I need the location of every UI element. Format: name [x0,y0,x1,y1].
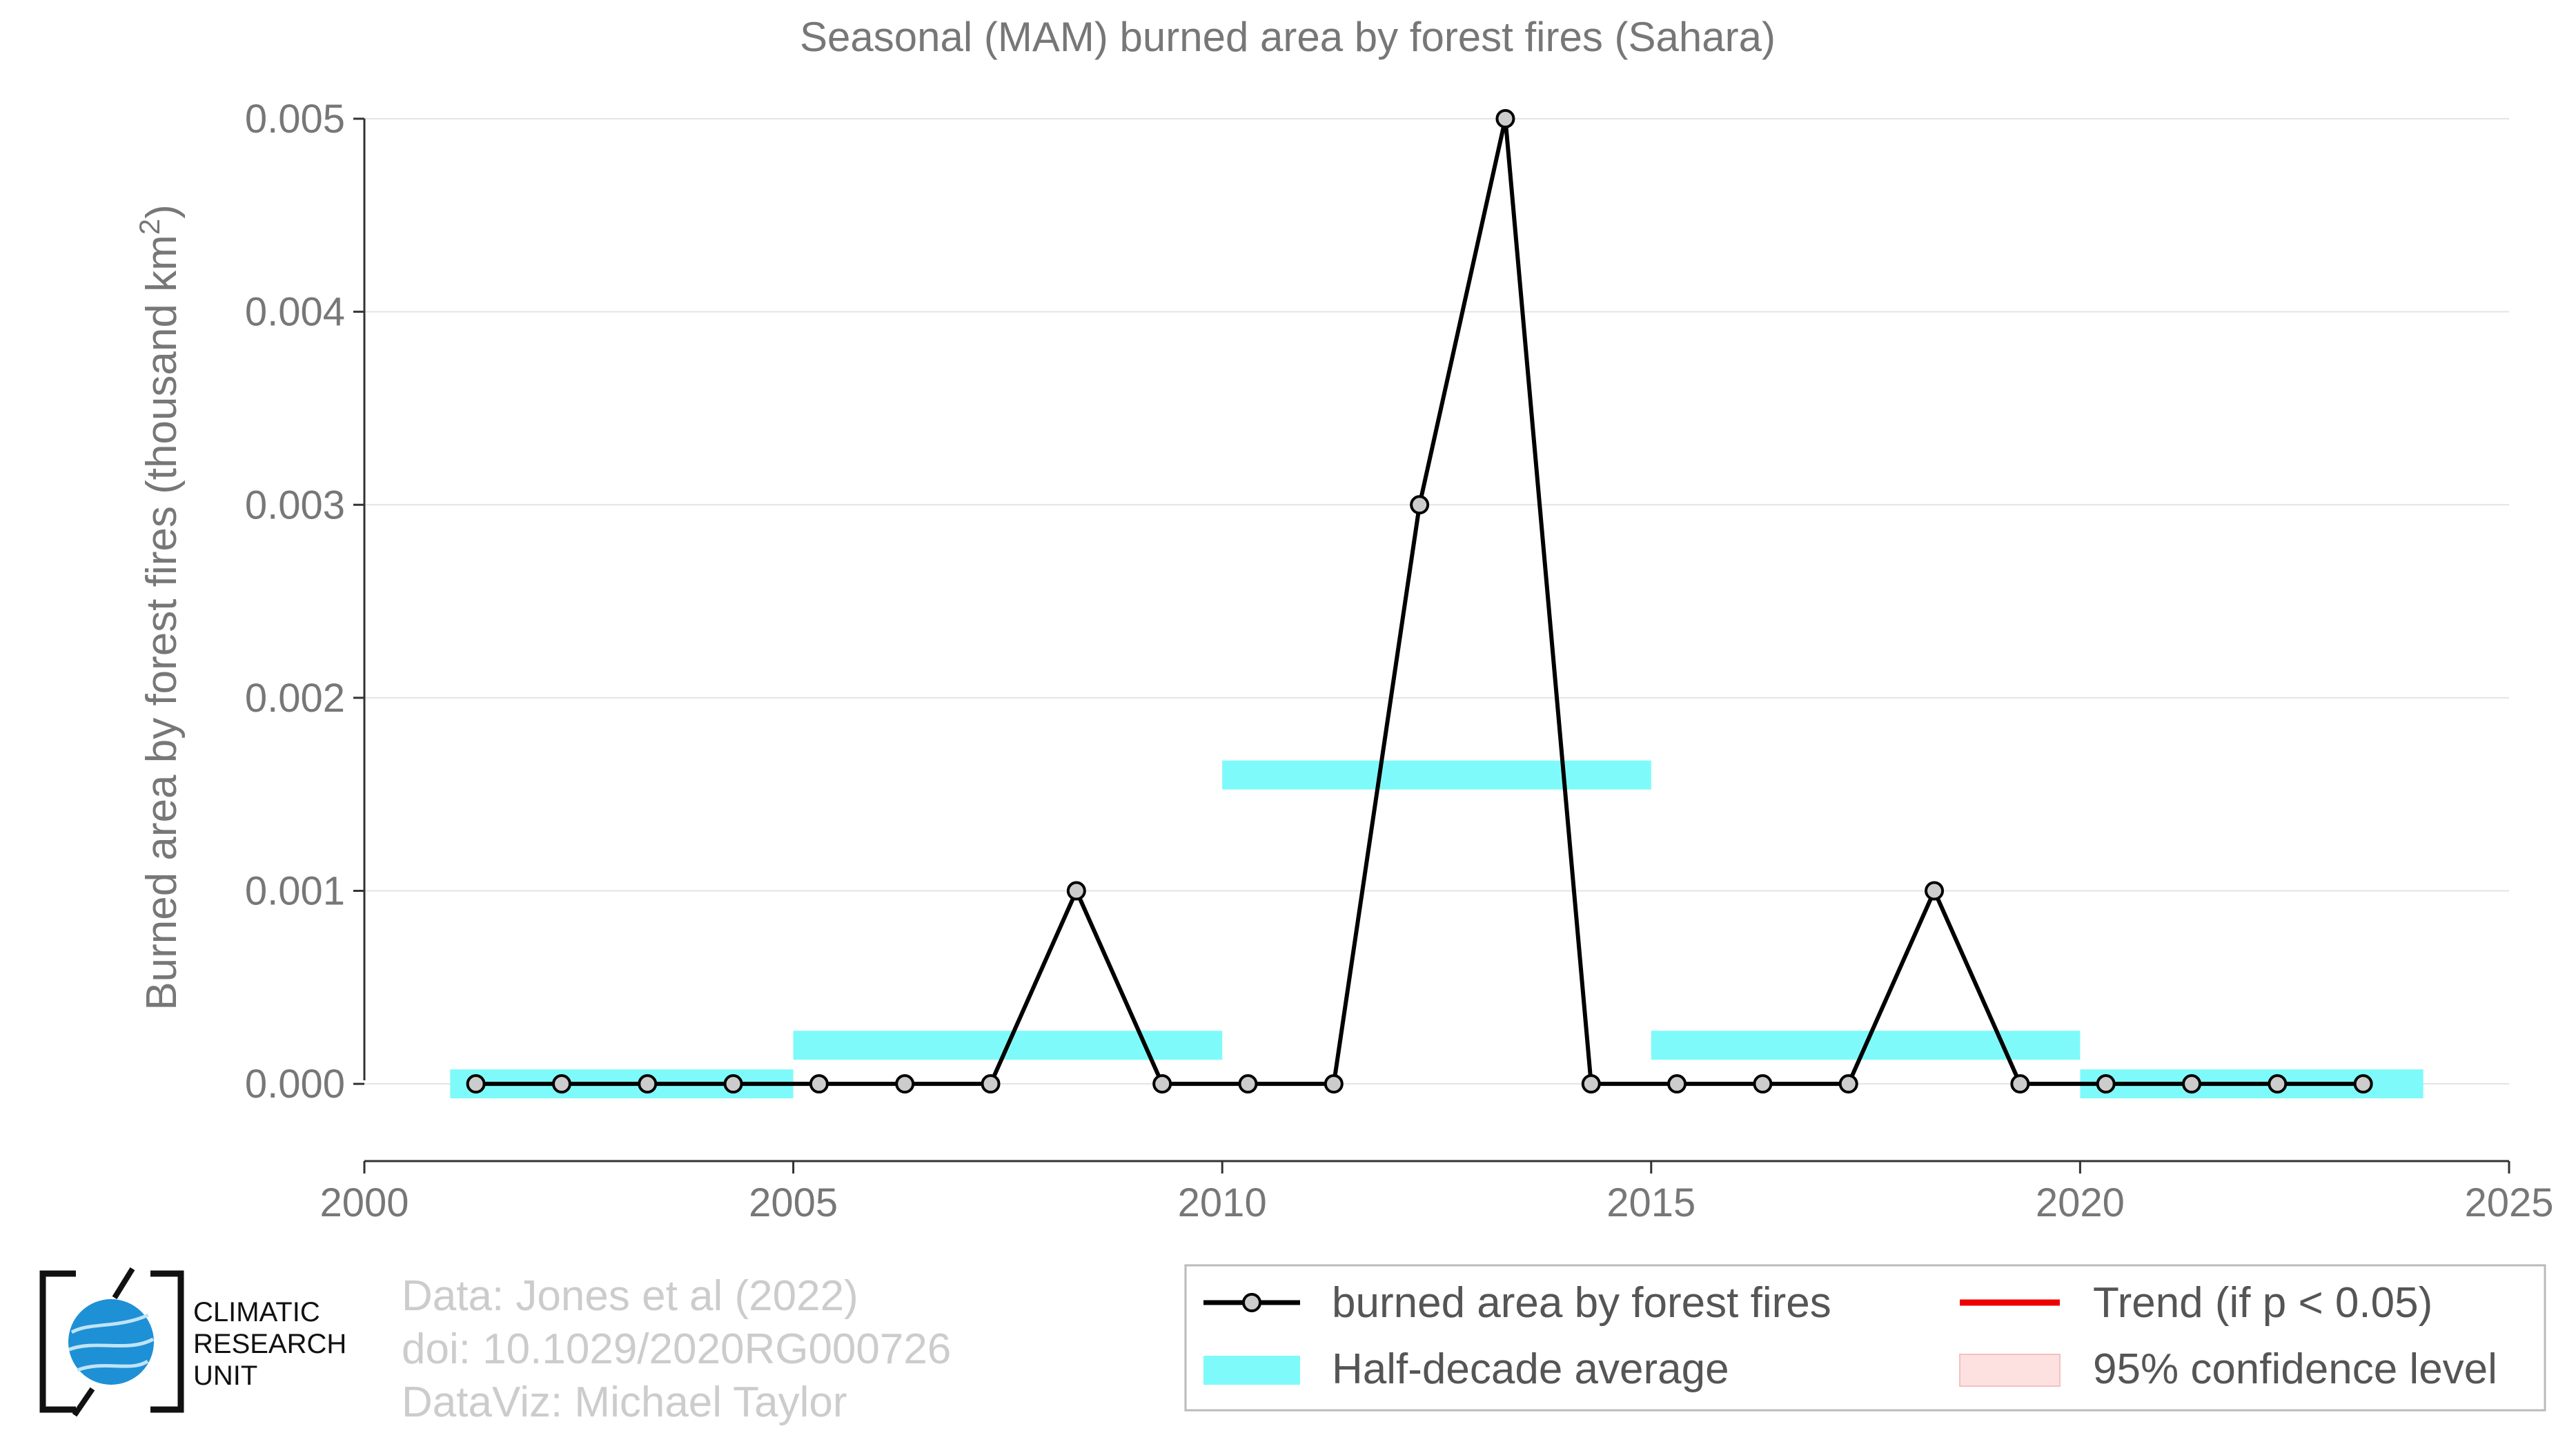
legend-label-confidence: 95% confidence level [2093,1345,2497,1393]
x-ticks: 2000 2005 2010 2015 2020 2025 [319,1161,2554,1225]
x-tick-label: 2000 [319,1180,409,1225]
cru-logo: CLIMATIC RESEARCH UNIT [39,1267,346,1417]
axes [363,119,2509,1162]
data-point [1410,495,1430,515]
data-point [551,1074,571,1094]
data-point [2353,1074,2373,1094]
data-point [1753,1074,1773,1094]
data-point [2010,1074,2030,1094]
half-decade-bar [1222,760,1651,790]
legend-band-swatch [1203,1356,1300,1385]
globe-icon [68,1299,154,1385]
legend-ci-swatch [1959,1354,2061,1387]
data-point [1066,881,1086,901]
legend: burned area by forest fires Trend (if p … [1184,1264,2546,1412]
credit-dataviz: DataViz: Michael Taylor [402,1379,847,1426]
data-point [2096,1074,2116,1094]
data-point [1495,109,1515,128]
data-point [1667,1074,1687,1094]
logo-bracket-right [150,1270,184,1413]
y-tick-label: 0.005 [245,97,345,142]
x-tick-label: 2005 [749,1180,838,1225]
y-ticks: 0.000 0.001 0.002 0.003 0.004 0.005 [245,97,364,1107]
y-tick-label: 0.002 [245,676,345,721]
legend-label-trend: Trend (if p < 0.05) [2093,1279,2432,1327]
data-point [638,1074,658,1094]
y-tick-label: 0.000 [245,1062,345,1107]
logo-line-3: UNIT [193,1361,257,1391]
data-point [981,1074,1001,1094]
legend-marker-swatch [1242,1293,1261,1312]
data-point [466,1074,486,1094]
x-tick-label: 2020 [2036,1180,2125,1225]
logo-line-1: CLIMATIC [193,1297,320,1327]
y-tick-label: 0.003 [245,483,345,527]
data-point [1238,1074,1258,1094]
data-point [1324,1074,1344,1094]
legend-label-series: burned area by forest fires [1332,1279,1831,1327]
grid-lines [364,118,2509,1085]
legend-box [1184,1264,2546,1412]
credit-data: Data: Jones et al (2022) [402,1272,858,1320]
data-point [2182,1074,2202,1094]
data-point [1581,1074,1601,1094]
x-tick-label: 2015 [1606,1180,1695,1225]
y-axis-label: Burned area by forest fires (thousand km… [133,204,186,1010]
data-point [895,1074,915,1094]
data-point [809,1074,829,1094]
globe-lines-icon [68,1313,155,1372]
data-point [723,1074,743,1094]
legend-label-average: Half-decade average [1332,1345,1729,1393]
x-tick-label: 2025 [2464,1180,2553,1225]
logo-slash-bottom [72,1387,95,1417]
data-point [1925,881,1945,901]
data-point [1838,1074,1858,1094]
logo-line-2: RESEARCH [193,1329,346,1359]
y-tick-label: 0.001 [245,869,345,914]
data-point [2268,1074,2288,1094]
series-line [475,117,2363,1087]
x-tick-label: 2010 [1178,1180,1267,1225]
data-series [466,109,2373,1094]
y-tick-label: 0.004 [245,290,345,335]
logo-slash-top [112,1267,135,1300]
credit-doi: doi: 10.1029/2020RG000726 [402,1325,951,1373]
data-point [1152,1074,1172,1094]
chart-title: Seasonal (MAM) burned area by forest fir… [800,14,1776,60]
half-decade-average-bars [450,760,2423,1099]
logo-bracket-left [39,1270,76,1413]
